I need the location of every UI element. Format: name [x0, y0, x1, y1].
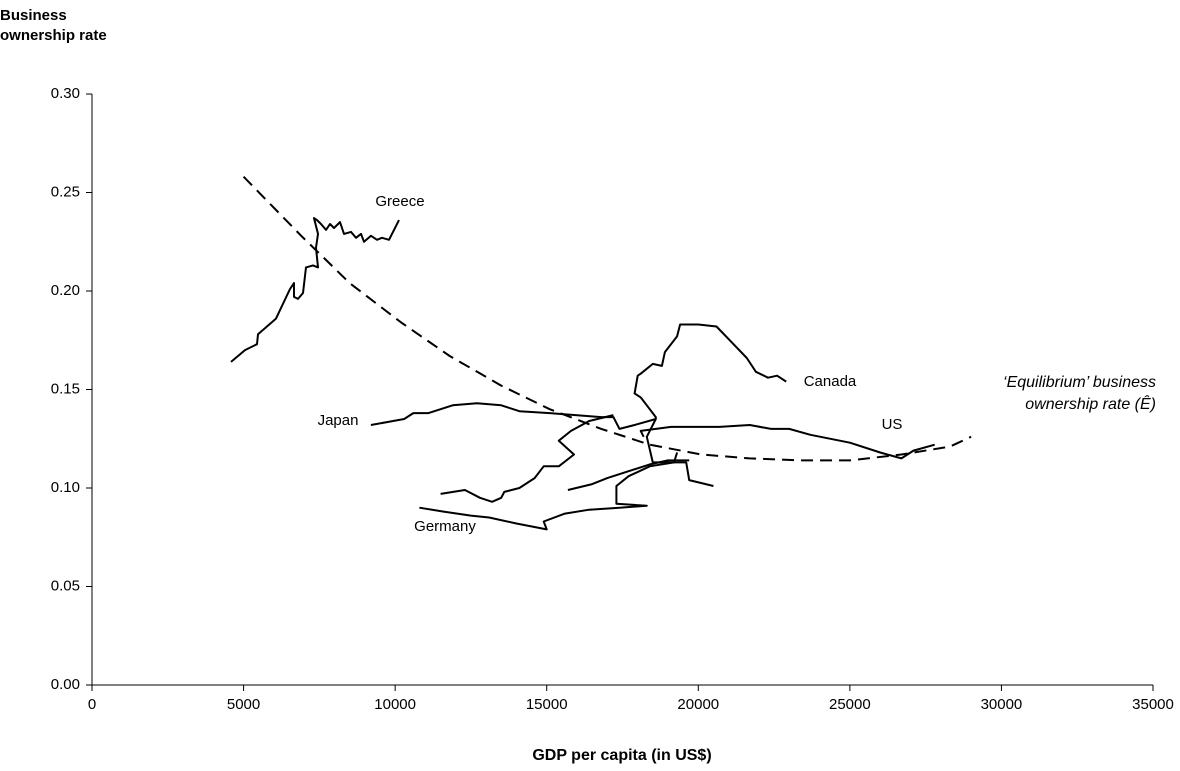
series-label: Greece: [375, 193, 424, 210]
series-label: Japan: [318, 412, 359, 429]
series-line: [370, 402, 657, 430]
x-tick-label: 35000: [1132, 696, 1174, 713]
series-label: Germany: [414, 518, 476, 535]
y-tick-label: 0.25: [51, 183, 80, 200]
series-line: [242, 176, 972, 462]
x-tick-label: 25000: [829, 696, 871, 713]
x-tick-label: 0: [88, 696, 96, 713]
series-label: Canada: [804, 373, 857, 390]
series-line: [230, 217, 400, 363]
y-axis-title-box: Business ownership rate: [0, 7, 107, 44]
y-tick-label: 0.15: [51, 380, 80, 397]
y-tick-label: 0.30: [51, 85, 80, 102]
series-label: ‘Equilibrium’ business ownership rate (Ê…: [1003, 374, 1156, 413]
y-tick-label: 0.10: [51, 479, 80, 496]
x-tick-label: 5000: [227, 696, 260, 713]
series-line: [567, 424, 935, 491]
series-label-box: ‘Equilibrium’ business ownership rate (Ê…: [1003, 374, 1156, 413]
x-tick-label: 10000: [374, 696, 416, 713]
x-tick-label: 15000: [526, 696, 568, 713]
x-tick-label: 30000: [981, 696, 1023, 713]
y-tick-label: 0.20: [51, 282, 80, 299]
series-label: US: [882, 416, 903, 433]
series-line: [419, 414, 679, 531]
series-line: [633, 323, 787, 487]
y-axis-title: Business ownership rate: [0, 7, 107, 44]
y-tick-label: 0.05: [51, 577, 80, 594]
y-tick-label: 0.00: [51, 676, 80, 693]
x-tick-label: 20000: [677, 696, 719, 713]
x-axis-title: GDP per capita (in US$): [532, 747, 711, 764]
